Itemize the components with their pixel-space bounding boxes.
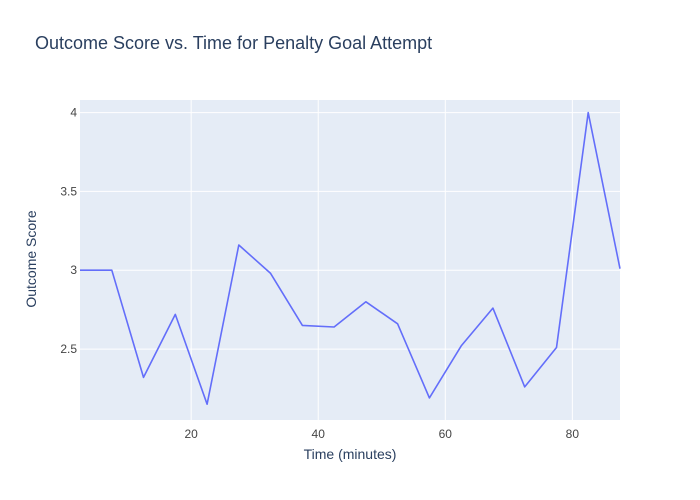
x-tick-label: 40	[312, 427, 326, 441]
x-tick-label: 20	[184, 427, 198, 441]
y-tick-label: 2.5	[60, 342, 77, 356]
x-axis-label: Time (minutes)	[303, 446, 397, 462]
series-line	[80, 111, 621, 406]
chart-title: Outcome Score vs. Time for Penalty Goal …	[35, 33, 433, 53]
y-tick-label: 3.5	[60, 184, 77, 198]
plot-area	[80, 100, 620, 420]
y-tick-label: 4	[70, 106, 77, 120]
x-tick-label: 60	[439, 427, 453, 441]
y-tick-label: 3	[70, 263, 77, 277]
x-tick-label: 80	[566, 427, 580, 441]
